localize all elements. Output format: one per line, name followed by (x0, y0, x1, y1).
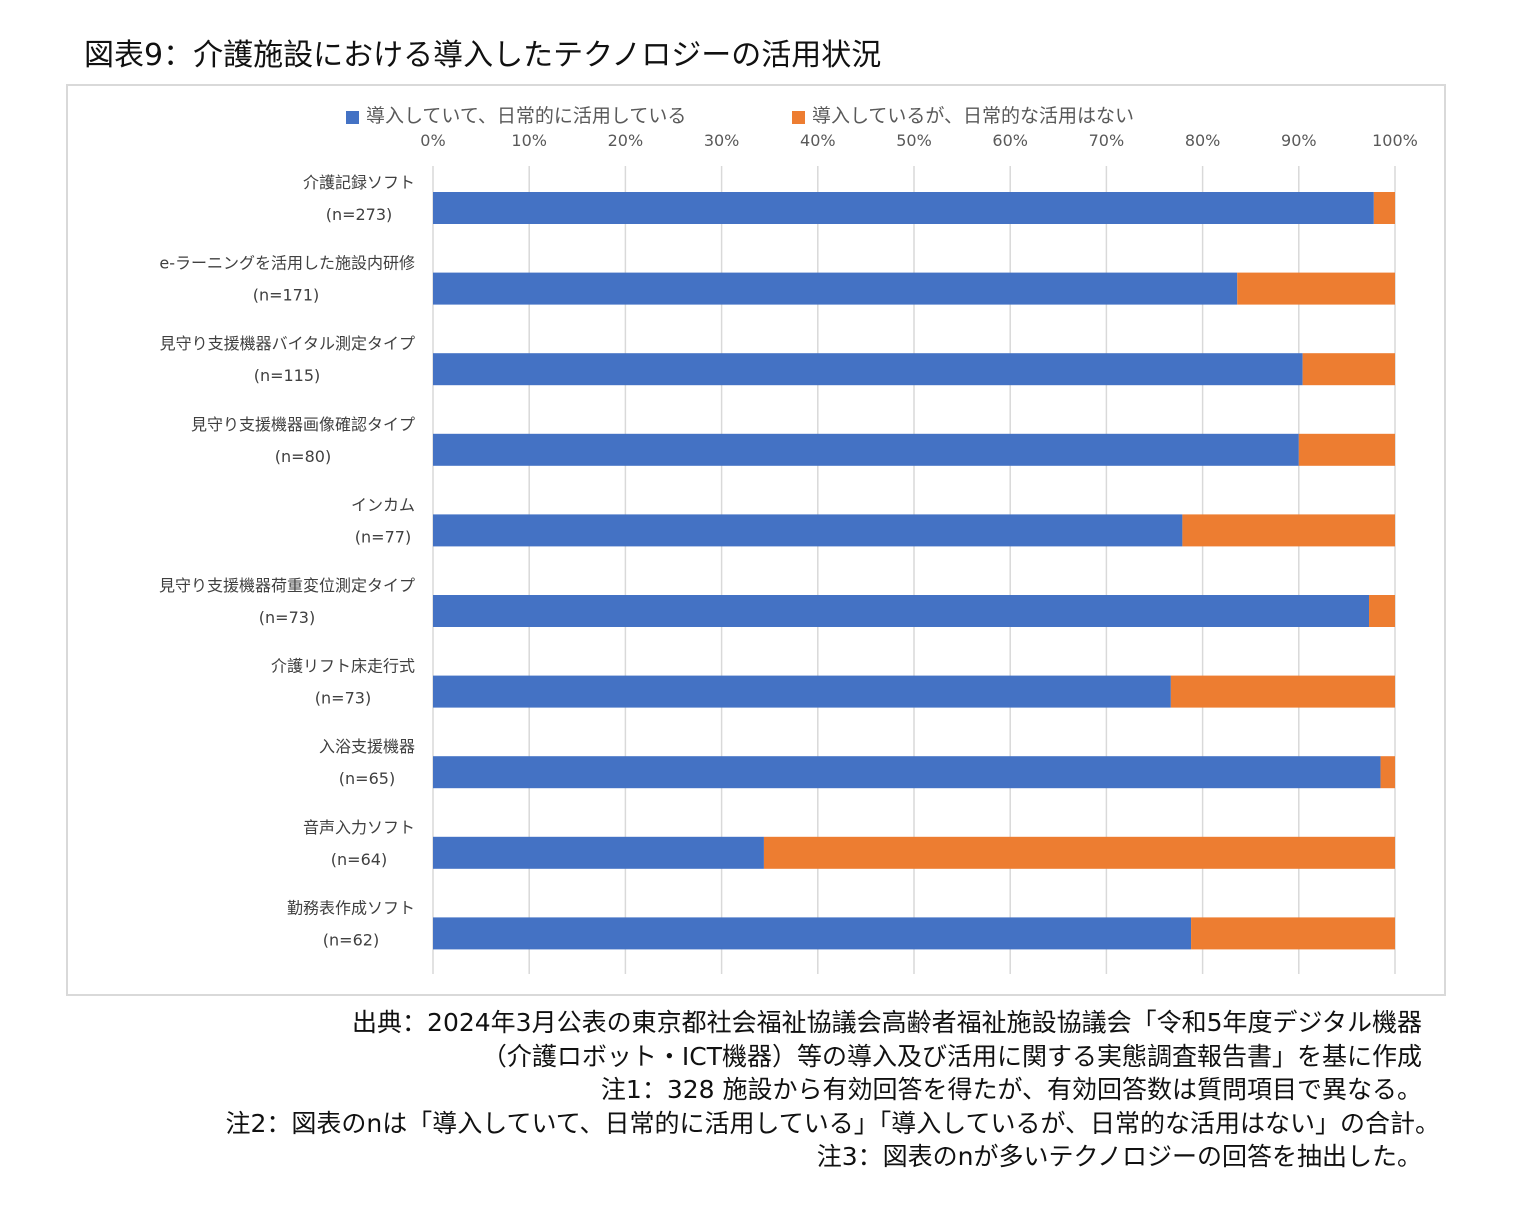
legend-swatch (346, 111, 359, 124)
category-n-label: (n=115) (254, 366, 321, 385)
note-2: 注2：図表のnは「導入していて、日常的に活用している」「導入しているが、日常的な… (225, 1108, 1440, 1138)
notes-block: 出典：2024年3月公表の東京都社会福祉協議会高齢者福祉施設協議会「令和5年度デ… (40, 1006, 1440, 1174)
x-tick-label: 90% (1281, 131, 1317, 150)
bar-segment (1237, 272, 1395, 305)
figure-title: 図表9：介護施設における導入したテクノロジーの活用状況 (84, 38, 882, 73)
bar-segment (1298, 433, 1395, 466)
category-n-label: (n=73) (259, 608, 315, 627)
bar-segment (433, 595, 1370, 627)
category-label: 見守り支援機器バイタル測定タイプ (160, 334, 415, 353)
bar-segment (1182, 514, 1395, 547)
bar-segment (763, 836, 1395, 869)
x-tick-label: 50% (896, 131, 932, 150)
stacked-bar-chart: 0% 10% 20% 30% 40% 50% 60% 70% 80% 90% 100% 導入していて、… (159, 105, 1418, 974)
category-label: 音声入力ソフト (303, 818, 415, 837)
bar-segment (1191, 917, 1395, 950)
bar-segment (433, 433, 1299, 466)
bar-segment (433, 353, 1303, 386)
category-label: 介護記録ソフト (303, 173, 415, 192)
x-tick-label: 70% (1089, 131, 1125, 150)
source-note-line-1: 出典：2024年3月公表の東京都社会福祉協議会高齢者福祉施設協議会「令和5年度デ… (352, 1008, 1422, 1037)
bar-segment (1380, 756, 1395, 789)
bar-segment (433, 756, 1381, 789)
chart-frame: 0% 10% 20% 30% 40% 50% 60% 70% 80% 90% 100% 導入していて、… (66, 84, 1446, 996)
x-tick-label: 10% (511, 131, 547, 150)
category-n-label: (n=273) (326, 205, 393, 224)
x-tick-label: 60% (992, 131, 1028, 150)
bar-segment (1369, 595, 1395, 627)
category-label: 介護リフト床走行式 (271, 657, 415, 676)
category-label: 勤務表作成ソフト (287, 898, 415, 917)
category-label: インカム (351, 495, 415, 514)
category-n-label: (n=73) (315, 689, 371, 708)
category-label: 入浴支援機器 (319, 737, 415, 756)
category-label: 見守り支援機器荷重変位測定タイプ (159, 576, 415, 595)
category-label: e-ラーニングを活用した施設内研修 (159, 254, 415, 273)
x-tick-label: 40% (800, 131, 836, 150)
bar-segment (433, 836, 764, 869)
bar-segment (433, 272, 1238, 305)
category-n-label: (n=64) (331, 850, 387, 869)
x-tick-label: 30% (704, 131, 740, 150)
source-note-line-2: （介護ロボット・ICT機器）等の導入及び活用に関する実態調査報告書」を基に作成 (481, 1041, 1422, 1071)
x-tick-label: 0% (420, 131, 445, 150)
legend-label: 導入しているが、日常的な活用はない (812, 105, 1134, 127)
legend-label: 導入していて、日常的に活用している (366, 105, 686, 127)
bar-segment (433, 192, 1374, 224)
x-tick-label: 20% (608, 131, 644, 150)
note-3: 注3：図表のnが多いテクノロジーの回答を抽出した。 (816, 1142, 1422, 1171)
category-n-label: (n=65) (339, 769, 395, 788)
legend-swatch (792, 111, 805, 124)
bar-segment (433, 514, 1183, 547)
bar-segment (1302, 353, 1395, 386)
category-n-label: (n=62) (323, 930, 379, 949)
category-n-label: (n=77) (355, 527, 411, 546)
bar-segment (433, 675, 1171, 708)
x-tick-label: 100% (1372, 131, 1418, 150)
bar-segment (433, 917, 1192, 950)
category-n-label: (n=171) (253, 286, 320, 305)
bar-segment (1373, 192, 1395, 224)
category-n-label: (n=80) (275, 447, 331, 466)
x-tick-label: 80% (1185, 131, 1221, 150)
bar-segment (1170, 675, 1395, 708)
note-1: 注1：328 施設から有効回答を得たが、有効回答数は質問項目で異なる。 (600, 1075, 1422, 1104)
category-label: 見守り支援機器画像確認タイプ (191, 415, 415, 434)
